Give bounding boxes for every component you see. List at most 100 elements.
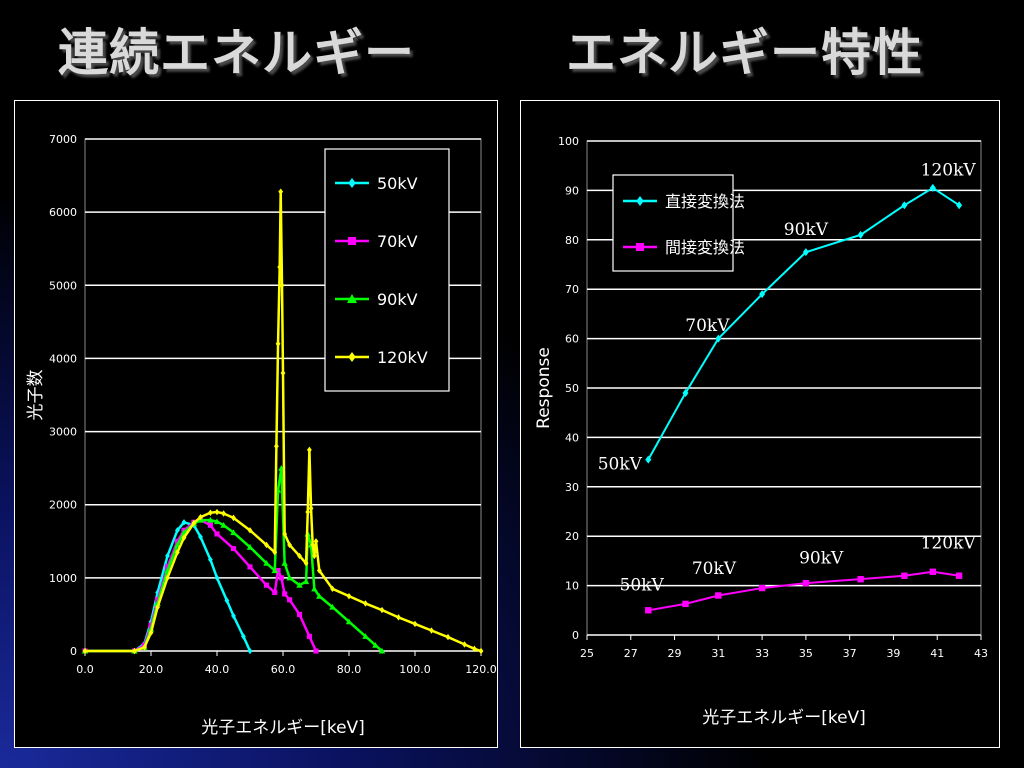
spectrum-series-point-2 [263,560,270,566]
spectrum-series-point-2 [281,560,288,566]
spectrum-series-point-2 [378,647,386,654]
spectrum-series-point-3 [311,552,317,560]
spectrum-series-point-2 [345,618,353,625]
spectrum-series-point-1 [164,564,171,570]
response-y-tick-label: 40 [565,431,579,444]
response-legend-marker [636,243,644,251]
spectrum-series-point-3 [316,567,322,574]
response-x-tick-label: 27 [624,647,638,660]
spectrum-x-axis-title: 光子エネルギー[keV] [201,718,365,738]
response-x-tick-label: 25 [580,647,594,660]
response-series-point-1 [955,572,963,579]
spectrum-series-point-0 [241,633,246,640]
response-series-point-0 [901,201,908,210]
response-series-point-1 [758,584,766,592]
response-series-point-1 [929,568,937,575]
response-series-point-0 [857,230,864,239]
response-x-tick-label: 31 [711,647,725,660]
spectrum-series-point-1 [207,522,213,528]
spectrum-series-point-1 [296,611,303,617]
spectrum-series-point-2 [220,521,227,528]
spectrum-x-tick-label: 20.0 [139,663,164,676]
spectrum-series-point-3 [82,647,88,655]
response-series-point-0 [802,248,809,257]
response-annotation: 120kV [921,161,977,181]
spectrum-series-point-3 [330,585,335,593]
spectrum-legend-label: 120kV [377,348,428,367]
spectrum-series-point-3 [396,614,401,621]
response-y-tick-label: 80 [565,234,579,247]
spectrum-x-tick-label: 100.0 [399,663,431,676]
spectrum-series-point-3 [275,340,281,347]
spectrum-legend [324,148,450,392]
response-legend [612,174,734,272]
response-legend-marker [636,196,644,206]
response-annotation: 50kV [620,576,665,596]
spectrum-series-point-3 [280,369,286,377]
spectrum-x-tick-label: 120.0 [465,663,497,676]
response-annotation: 70kV [685,316,730,336]
spectrum-series-point-1 [282,591,288,597]
spectrum-series-point-3 [429,627,434,634]
spectrum-y-tick-label: 4000 [49,352,77,365]
spectrum-series-point-3 [472,645,477,653]
spectrum-series-point-0 [165,552,170,560]
response-series-point-0 [645,455,652,464]
response-annotation: 50kV [598,455,643,475]
spectrum-series-point-3 [462,641,467,648]
spectrum-series-point-3 [198,513,203,521]
response-legend-label: 間接変換法 [665,238,745,257]
spectrum-series-point-3 [297,552,302,560]
response-x-tick-label: 29 [668,647,682,660]
slide-title-right: エネルギー特性 [566,24,923,82]
spectrum-series-point-3 [277,263,283,271]
spectrum-series-point-3 [313,538,319,545]
response-x-tick-label: 39 [886,647,900,660]
spectrum-series-point-0 [181,519,187,526]
spectrum-series-point-1 [313,648,319,654]
spectrum-series-point-2 [329,603,336,610]
spectrum-series-point-1 [278,575,284,581]
response-series-point-1 [715,592,722,599]
response-x-tick-label: 35 [799,647,813,660]
spectrum-series-point-1 [247,564,253,570]
response-annotation: 90kV [784,220,829,240]
spectrum-series-point-2 [316,592,323,599]
spectrum-series-point-0 [208,556,213,563]
response-y-tick-label: 100 [558,135,579,148]
spectrum-series-point-3 [181,534,187,541]
spectrum-series-point-1 [306,633,312,639]
response-series-point-0 [715,334,722,343]
spectrum-series-point-3 [310,541,316,549]
spectrum-series-point-3 [214,508,220,516]
response-y-tick-label: 0 [572,629,579,642]
spectrum-y-tick-label: 5000 [49,279,77,292]
response-y-tick-label: 90 [565,184,579,197]
spectrum-series-point-2 [213,518,221,525]
spectrum-series-point-3 [221,510,226,517]
spectrum-series-point-1 [230,546,237,552]
spectrum-series-point-0 [247,647,253,655]
spectrum-series-point-3 [279,282,285,289]
spectrum-y-tick-label: 3000 [49,426,77,439]
spectrum-series-point-3 [363,600,368,607]
spectrum-series-point-2 [362,633,369,639]
response-x-tick-label: 41 [930,647,944,660]
spectrum-series-point-3 [278,188,284,195]
spectrum-series-point-1 [263,582,270,588]
spectrum-series-point-2 [246,543,254,550]
spectrum-series-point-3 [346,592,352,600]
response-series-point-1 [857,575,864,583]
spectrum-legend-marker [348,352,356,362]
spectrum-series-point-3 [142,644,147,651]
response-chart: 0 10 20 30 40 50 60 70 80 90 100 25 27 29 31 33 35 37 39 41… [534,135,988,728]
response-series-point-0 [956,201,963,210]
spectrum-series-line-2 [85,466,383,653]
response-annotation: 70kV [692,559,737,579]
spectrum-x-tick-label: 80.0 [337,663,362,676]
spectrum-series-point-2 [372,641,379,648]
response-annotation: 120kV [921,534,977,554]
spectrum-legend-marker [348,237,356,245]
spectrum-y-tick-label: 7000 [49,133,77,146]
spectrum-series-point-3 [208,509,213,516]
